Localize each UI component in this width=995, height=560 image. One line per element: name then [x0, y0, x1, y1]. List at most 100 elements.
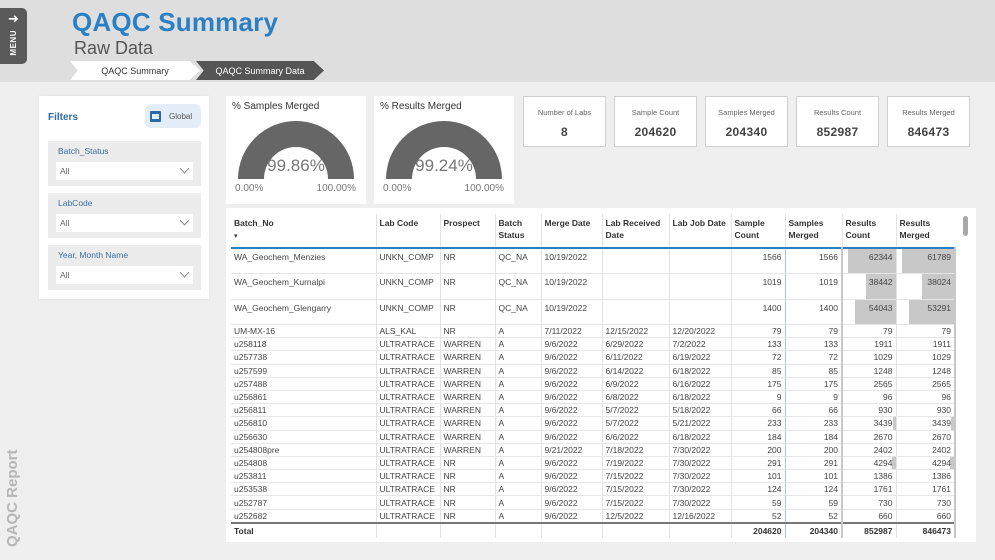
cell-prospect: NR — [439, 509, 495, 524]
column-header-prospect[interactable]: Prospect — [439, 214, 495, 248]
cell-merge-date: 7/11/2022 — [540, 324, 602, 339]
cell-merge-date: 9/6/2022 — [540, 509, 602, 524]
table-row[interactable]: u257738 ULTRATRACE WARREN A 9/6/2022 6/11/202… — [231, 350, 956, 365]
column-header-batch-no[interactable]: Batch_No ▾ — [231, 214, 376, 248]
cell-value: ULTRATRACE — [379, 431, 435, 442]
column-header-label: Results Count — [845, 218, 877, 240]
table-row[interactable]: u254808pre ULTRATRACE WARREN A 9/21/2022 7/18… — [231, 443, 956, 457]
table-row[interactable]: WA_Geochem_Menzies UNKN_COMP NR QC_NA 10/19/… — [231, 248, 956, 274]
table-total-row[interactable]: Total 204620 204340 852987 846473 — [231, 521, 956, 538]
cell-value: 4294 — [932, 457, 951, 468]
cell-lab-received-date: 5/7/2022 — [601, 403, 669, 418]
table-row[interactable]: u252682 ULTRATRACE NR A 9/6/2022 12/5/2022 12/… — [231, 509, 956, 524]
cell-value: 9/6/2022 — [544, 418, 578, 429]
cell-batch-no: u254808 — [231, 456, 376, 471]
column-header-lab-job-date[interactable]: Lab Job Date — [668, 214, 731, 248]
table-row[interactable]: u256810 ULTRATRACE WARREN A 9/6/2022 5/7/2022… — [231, 416, 956, 431]
table-row[interactable]: u258118 ULTRATRACE WARREN A 9/6/2022 6/29/202… — [231, 337, 956, 352]
cell-lab-job-date: 5/21/2022 — [668, 416, 731, 431]
gauge-arc — [386, 121, 502, 179]
filter-panel-icon — [150, 110, 161, 122]
cell-lab-job-date — [668, 248, 731, 274]
year-month-dropdown[interactable]: All — [56, 266, 193, 284]
cell-value: 1566 — [819, 252, 838, 262]
cell-value: 1761 — [873, 484, 893, 495]
table-row[interactable]: u256861 ULTRATRACE WARREN A 9/6/2022 6/8/2022… — [231, 390, 956, 405]
cell-value: u252787 — [234, 497, 268, 508]
breadcrumb-qaqc-summary-data[interactable]: QAQC Summary Data — [196, 61, 324, 80]
cell-results-merged: 2402 — [895, 443, 956, 457]
cell-value: 6/18/2022 — [672, 392, 711, 403]
table-row[interactable]: u253538 ULTRATRACE NR A 9/6/2022 7/15/2022 7/3… — [231, 482, 956, 497]
cell-lab-received-date: 6/8/2022 — [601, 390, 669, 405]
filters-title: Filters — [48, 112, 79, 123]
cell-batch-status: A — [494, 495, 541, 510]
cell-lab-code: ULTRATRACE — [375, 430, 440, 444]
cell-sample-count: 59 — [730, 495, 786, 510]
data-bar — [909, 299, 953, 324]
cell-results-count: 2670 — [841, 430, 896, 444]
column-header-samples-merged[interactable]: Samples Merged — [784, 214, 842, 248]
cell-lab-code: ULTRATRACE — [375, 364, 440, 378]
cell-prospect: NR — [439, 495, 495, 510]
sort-descending-icon[interactable]: ▾ — [234, 233, 238, 240]
table-scrollbar[interactable] — [963, 216, 968, 236]
cell-value: 4294 — [873, 457, 893, 468]
cell-lab-code: UNKN_COMP — [375, 299, 440, 325]
cell-batch-no: WA_Geochem_Kurnalpi — [231, 273, 376, 300]
table-row[interactable]: WA_Geochem_Glengarry UNKN_COMP NR QC_NA 10/1… — [231, 299, 956, 325]
table-row[interactable]: u256811 ULTRATRACE WARREN A 9/6/2022 5/7/2022… — [231, 403, 956, 418]
dropdown-value: All — [60, 218, 70, 228]
column-header-merge-date[interactable]: Merge Date — [540, 214, 602, 248]
cell-value: 6/11/2022 — [605, 352, 643, 363]
table-row[interactable]: u256630 ULTRATRACE WARREN A 9/6/2022 6/6/2022… — [231, 430, 956, 444]
cell-batch-status: A — [494, 390, 541, 405]
column-header-sample-count[interactable]: Sample Count — [730, 214, 785, 248]
cell-merge-date: 9/6/2022 — [540, 337, 602, 352]
cell-sample-count: 133 — [730, 337, 786, 352]
cell-value: 3439 — [873, 418, 893, 429]
cell-value: 7/19/2022 — [605, 457, 644, 468]
global-filter-button[interactable]: Global — [145, 104, 201, 128]
cell-value: WARREN — [443, 365, 481, 376]
cell-lab-job-date: 7/30/2022 — [668, 456, 731, 471]
menu-label: MENU — [9, 30, 18, 56]
menu-button[interactable]: ➜ MENU — [0, 8, 27, 64]
cell-lab-job-date — [668, 521, 731, 538]
cell-lab-code: ULTRATRACE — [375, 416, 440, 431]
table-row[interactable]: UM-MX-16 ALS_KAL NR A 7/11/2022 12/15/2022 12/… — [231, 324, 956, 339]
cell-value: 53291 — [927, 302, 951, 313]
cell-sample-count: 85 — [730, 364, 786, 378]
cell-lab-received-date: 12/5/2022 — [601, 509, 669, 524]
cell-results-count: 852987 — [841, 521, 896, 538]
cell-value: 6/18/2022 — [672, 431, 711, 442]
column-header-results-count[interactable]: Results Count — [841, 214, 896, 248]
table-row[interactable]: u253811 ULTRATRACE NR A 9/6/2022 7/15/2022 7/3… — [231, 469, 956, 484]
cell-value: A — [498, 405, 505, 416]
table-row[interactable]: u254808 ULTRATRACE NR A 9/6/2022 7/19/2022 7/3… — [231, 456, 956, 471]
table-row[interactable]: u257599 ULTRATRACE WARREN A 9/6/2022 6/14/202… — [231, 364, 956, 378]
table-row[interactable]: WA_Geochem_Kurnalpi UNKN_COMP NR QC_NA 10/19… — [231, 273, 956, 300]
batch-status-dropdown[interactable]: All — [56, 162, 193, 180]
cell-results-merged: 38024 — [895, 273, 956, 300]
cell-value: WA_Geochem_Glengarry — [234, 302, 332, 313]
cell-results-merged: 660 — [895, 509, 956, 524]
table-row[interactable]: u252787 ULTRATRACE NR A 9/6/2022 7/15/2022 7/3… — [231, 495, 956, 510]
column-header-batch-status[interactable]: Batch Status — [494, 214, 541, 248]
cell-value: 9/6/2022 — [544, 352, 578, 363]
cell-batch-no: u257599 — [231, 364, 376, 378]
column-header-lab-received-date[interactable]: Lab Received Date — [601, 214, 669, 248]
cell-value: ULTRATRACE — [379, 444, 435, 455]
cell-value: WARREN — [443, 392, 481, 403]
column-header-lab-code[interactable]: Lab Code — [375, 214, 440, 248]
cell-value: WA_Geochem_Kurnalpi — [234, 277, 325, 287]
breadcrumb-qaqc-summary[interactable]: QAQC Summary — [70, 61, 200, 80]
cell-batch-status — [494, 521, 541, 538]
cell-samples-merged: 72 — [784, 350, 843, 365]
chevron-down-icon — [179, 267, 190, 278]
cell-value: 12/15/2022 — [605, 326, 649, 337]
table-row[interactable]: u257488 ULTRATRACE WARREN A 9/6/2022 6/9/2022… — [231, 377, 956, 391]
cell-lab-code: ULTRATRACE — [375, 482, 440, 497]
column-header-results-merged[interactable]: Results Merged — [895, 214, 955, 248]
labcode-dropdown[interactable]: All — [56, 214, 193, 232]
